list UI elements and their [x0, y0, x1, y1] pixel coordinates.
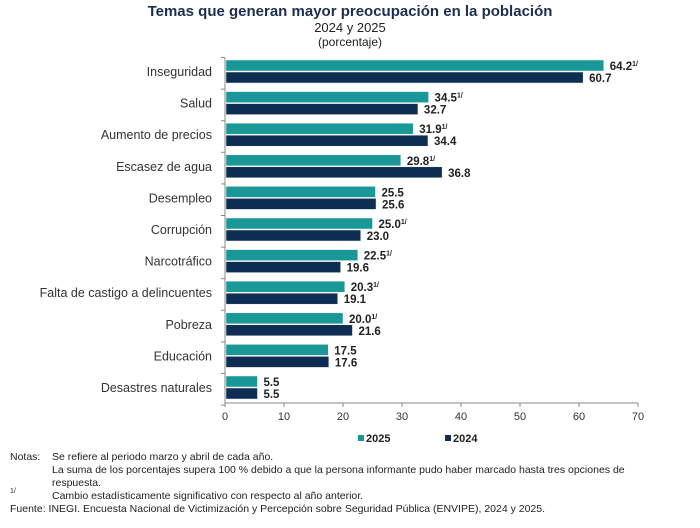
data-label-2024: 19.6	[347, 263, 369, 275]
category-label: Inseguridad	[147, 65, 212, 79]
data-label-2024: 19.1	[344, 294, 367, 306]
bar-2024	[225, 387, 258, 400]
data-label-2024: 34.4	[434, 136, 457, 148]
bar-2024	[225, 324, 353, 337]
data-label-2025: 22.51/	[364, 251, 392, 263]
legend-swatch-2024	[445, 435, 451, 441]
data-label-2025: 25.01/	[379, 219, 407, 231]
data-label-2024: 25.6	[382, 199, 404, 211]
data-label-2024: 60.7	[589, 73, 611, 85]
category-label: Salud	[180, 97, 212, 111]
bar-2025	[225, 217, 373, 230]
category-label: Educación	[154, 349, 212, 363]
x-tick-label: 0	[222, 411, 228, 423]
data-label-2025: 29.81/	[407, 156, 435, 168]
category-label: Escasez de agua	[116, 160, 212, 174]
data-label-2024: 21.6	[358, 326, 380, 338]
x-tick-label: 30	[396, 411, 408, 423]
notes-mark: 1/	[10, 488, 16, 495]
bar-2025	[225, 249, 358, 261]
bar-2024	[225, 134, 429, 147]
legend-label-2024: 2024	[453, 433, 478, 445]
data-label-2025: 31.91/	[419, 124, 447, 136]
bar-2025	[225, 122, 414, 135]
category-label: Desempleo	[149, 191, 212, 205]
bar-2025	[225, 312, 344, 325]
bar-2025	[225, 344, 329, 356]
bar-2025	[225, 59, 605, 72]
bar-2024	[225, 229, 361, 242]
category-label: Corrupción	[151, 223, 212, 237]
bar-2025	[225, 154, 402, 167]
bar-2024	[225, 71, 584, 84]
category-label: Pobreza	[165, 318, 212, 332]
notes-label: Notas:	[10, 451, 41, 463]
notes-line4: Cambio estadísticamente significativo co…	[52, 490, 364, 502]
x-tick-label: 70	[632, 411, 644, 423]
bar-2025	[225, 375, 258, 388]
bar-2025	[225, 91, 429, 103]
data-label-2024: 32.7	[424, 105, 446, 117]
data-label-2024: 36.8	[448, 168, 471, 180]
bar-2024	[225, 292, 338, 305]
bar-2024	[225, 261, 341, 273]
data-label-2025: 20.01/	[349, 314, 377, 326]
bar-2025	[225, 186, 376, 198]
x-tick-label: 20	[337, 411, 349, 423]
data-label-2024: 17.6	[335, 357, 357, 369]
x-tick-label: 40	[455, 411, 467, 423]
bar-2025	[225, 280, 346, 293]
data-label-2025: 34.51/	[435, 93, 463, 105]
x-tick-label: 60	[573, 411, 585, 423]
bar-2024	[225, 166, 443, 179]
data-label-2024: 23.0	[367, 231, 389, 243]
legend-label-2025: 2025	[366, 433, 390, 445]
x-tick-label: 10	[278, 411, 290, 423]
notes-line2: La suma de los porcentajes supera 100 % …	[52, 464, 625, 476]
data-label-2025: 25.5	[381, 187, 404, 199]
data-label-2024: 5.5	[263, 389, 280, 401]
source-line: Fuente: INEGI. Encuesta Nacional de Vict…	[10, 503, 546, 515]
chart-subtitle: 2024 y 2025	[314, 20, 386, 35]
x-tick-label: 50	[514, 411, 526, 423]
notes-line1: Notas: Se refiere al periodo marzo y abr…	[10, 451, 274, 463]
chart-title: Temas que generan mayor preocupación en …	[147, 3, 553, 20]
notes-line3: respuesta.	[52, 477, 102, 489]
data-label-2025: 64.21/	[610, 61, 638, 73]
legend-swatch-2025	[358, 435, 364, 441]
bar-2024	[225, 103, 419, 115]
category-label: Aumento de precios	[101, 128, 212, 142]
chart-unit: (porcentaje)	[317, 35, 383, 49]
category-label: Desastres naturales	[101, 381, 212, 395]
bar-2024	[225, 356, 330, 368]
data-label-2025: 17.5	[334, 345, 357, 357]
data-label-2025: 20.31/	[351, 282, 379, 294]
category-label: Narcotráfico	[145, 255, 212, 269]
category-label: Falta de castigo a delincuentes	[40, 286, 212, 300]
data-label-2025: 5.5	[263, 377, 280, 389]
bar-2024	[225, 198, 377, 210]
